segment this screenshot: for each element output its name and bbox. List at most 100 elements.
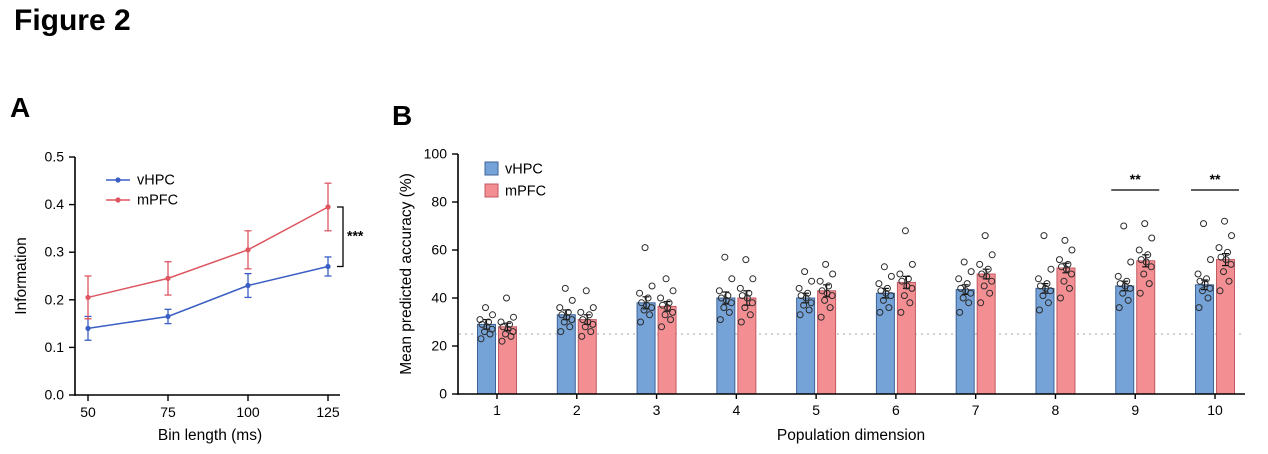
data-point — [1220, 268, 1228, 276]
data-point — [85, 325, 91, 331]
data-point — [986, 289, 994, 297]
y-tick-label: 60 — [431, 242, 447, 258]
data-point — [885, 304, 893, 312]
data-point — [1200, 220, 1208, 228]
data-point — [667, 316, 675, 324]
data-point — [1215, 244, 1223, 252]
data-point — [796, 311, 804, 319]
x-tick-label: 2 — [573, 402, 581, 418]
data-point — [1148, 234, 1156, 242]
data-point — [877, 287, 885, 295]
data-point — [1204, 294, 1212, 302]
data-point — [497, 318, 505, 326]
y-tick-label: 40 — [431, 290, 447, 306]
data-point — [980, 282, 988, 290]
data-point — [795, 284, 803, 292]
data-point — [644, 294, 652, 302]
data-point — [715, 287, 723, 295]
data-point — [585, 311, 593, 319]
data-point — [746, 311, 754, 319]
panel-a-line-chart: 0.0 0.1 0.2 0.3 0.4 0.5 50 75 100 125 Bin length (… — [13, 149, 364, 445]
mpfc-series — [84, 182, 332, 320]
data-point — [880, 263, 888, 271]
legend-label: vHPC — [505, 162, 543, 178]
data-point — [903, 282, 911, 290]
data-point — [669, 308, 677, 316]
significance-label: *** — [347, 228, 364, 244]
data-point — [658, 323, 666, 331]
data-point — [485, 318, 492, 326]
data-point — [1057, 263, 1065, 271]
data-point — [745, 289, 753, 297]
data-point — [589, 304, 597, 312]
data-point — [1067, 270, 1075, 278]
data-point — [1227, 260, 1235, 268]
data-point — [1043, 280, 1051, 288]
data-point — [561, 284, 569, 292]
vhpc-bar — [1195, 284, 1215, 395]
data-point — [908, 260, 916, 268]
data-point — [1060, 277, 1068, 285]
data-point — [879, 296, 887, 304]
x-tick-label: 75 — [160, 404, 176, 420]
data-point — [1195, 304, 1203, 312]
panel-b-label: B — [392, 100, 413, 131]
data-point — [904, 275, 912, 283]
mpfc-bar — [1136, 260, 1156, 395]
data-point — [898, 277, 906, 285]
x-tick-label: 3 — [653, 402, 661, 418]
data-point — [976, 260, 984, 268]
data-point — [883, 284, 891, 292]
data-point — [1116, 280, 1124, 288]
data-point — [648, 282, 656, 290]
legend-label: vHPC — [137, 173, 175, 189]
significance-marker: *** — [337, 206, 364, 268]
data-point — [829, 270, 837, 278]
mpfc-bar — [737, 297, 757, 395]
panel-b-bar-chart: 0 20 40 60 80 100 1 2 3 4 5 6 7 8 9 10 Population dimens… — [398, 146, 1245, 444]
data-point — [1115, 304, 1123, 312]
data-point — [1039, 292, 1047, 300]
data-point — [582, 287, 590, 295]
data-point — [1141, 220, 1149, 228]
legend-marker — [115, 177, 121, 183]
y-tick-label: 0.0 — [45, 387, 65, 403]
data-point — [1206, 284, 1214, 292]
y-axis-label: Information — [13, 237, 30, 315]
data-point — [1203, 275, 1211, 283]
data-point — [1207, 256, 1215, 264]
x-tick-label: 5 — [812, 402, 820, 418]
data-point — [245, 247, 251, 253]
data-point — [578, 332, 586, 340]
data-point — [818, 287, 826, 295]
data-point — [725, 308, 733, 316]
data-point — [1040, 232, 1048, 240]
x-tick-label: 1 — [493, 402, 501, 418]
data-point — [963, 280, 971, 288]
data-point — [720, 304, 728, 312]
data-point — [984, 265, 992, 273]
data-point — [665, 299, 673, 307]
panel-a-legend: vHPC mPFC — [106, 173, 178, 209]
data-point — [738, 292, 746, 300]
data-point — [876, 308, 884, 316]
data-point — [566, 323, 574, 331]
data-point — [825, 282, 833, 290]
data-point — [741, 304, 749, 312]
data-point — [558, 311, 566, 319]
y-axis-label: Mean predicted accuracy (%) — [398, 173, 415, 375]
data-point — [1055, 256, 1063, 264]
data-point — [978, 270, 986, 278]
data-point — [1047, 265, 1055, 273]
data-point — [587, 328, 595, 336]
data-point — [742, 256, 750, 264]
data-point — [805, 306, 813, 314]
data-point — [1127, 258, 1135, 266]
data-point — [717, 294, 725, 302]
data-point — [808, 277, 816, 285]
data-point — [965, 299, 973, 307]
data-point — [988, 251, 996, 259]
x-tick-label: 10 — [1207, 402, 1223, 418]
data-point — [901, 227, 909, 235]
data-point — [1123, 277, 1131, 285]
